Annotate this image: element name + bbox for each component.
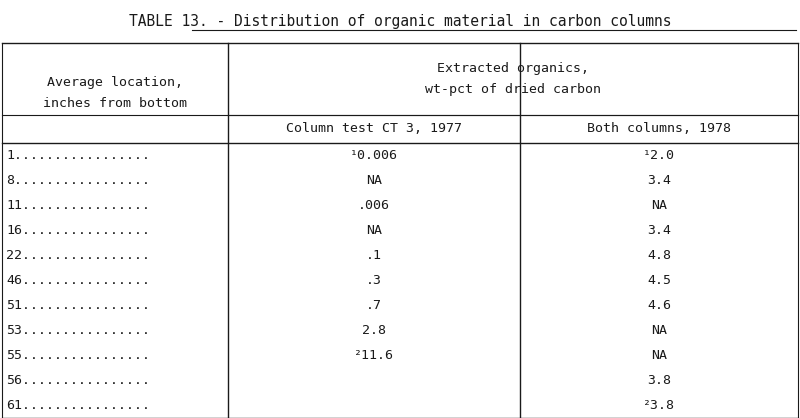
Text: 51................: 51................	[6, 299, 150, 312]
Text: ¹2.0: ¹2.0	[643, 149, 675, 162]
Text: .1: .1	[366, 249, 382, 262]
Text: NA: NA	[366, 174, 382, 187]
Text: 3.4: 3.4	[647, 174, 671, 187]
Text: .006: .006	[358, 199, 390, 212]
Text: NA: NA	[651, 349, 667, 362]
Text: NA: NA	[651, 324, 667, 337]
Text: 4.5: 4.5	[647, 274, 671, 287]
Text: ²3.8: ²3.8	[643, 399, 675, 412]
Text: 61................: 61................	[6, 399, 150, 412]
Text: 2.8: 2.8	[362, 324, 386, 337]
Text: Average location,
inches from bottom: Average location, inches from bottom	[43, 76, 187, 110]
Text: 16................: 16................	[6, 224, 150, 237]
Text: 55................: 55................	[6, 349, 150, 362]
Text: 4.8: 4.8	[647, 249, 671, 262]
Text: NA: NA	[651, 199, 667, 212]
Text: 46................: 46................	[6, 274, 150, 287]
Text: 3.4: 3.4	[647, 224, 671, 237]
Text: Both columns, 1978: Both columns, 1978	[587, 122, 731, 135]
Text: 11................: 11................	[6, 199, 150, 212]
Text: ¹0.006: ¹0.006	[350, 149, 398, 162]
Text: .7: .7	[366, 299, 382, 312]
Text: .3: .3	[366, 274, 382, 287]
Text: 56................: 56................	[6, 374, 150, 387]
Text: Extracted organics,
wt-pct of dried carbon: Extracted organics, wt-pct of dried carb…	[425, 62, 601, 96]
Text: 1.................: 1.................	[6, 149, 150, 162]
Text: TABLE 13. - Distribution of organic material in carbon columns: TABLE 13. - Distribution of organic mate…	[129, 14, 671, 29]
Text: ²11.6: ²11.6	[354, 349, 394, 362]
Text: 8.................: 8.................	[6, 174, 150, 187]
Text: NA: NA	[366, 224, 382, 237]
Text: 53................: 53................	[6, 324, 150, 337]
Text: 22................: 22................	[6, 249, 150, 262]
Text: 3.8: 3.8	[647, 374, 671, 387]
Text: Column test CT 3, 1977: Column test CT 3, 1977	[286, 122, 462, 135]
Text: 4.6: 4.6	[647, 299, 671, 312]
